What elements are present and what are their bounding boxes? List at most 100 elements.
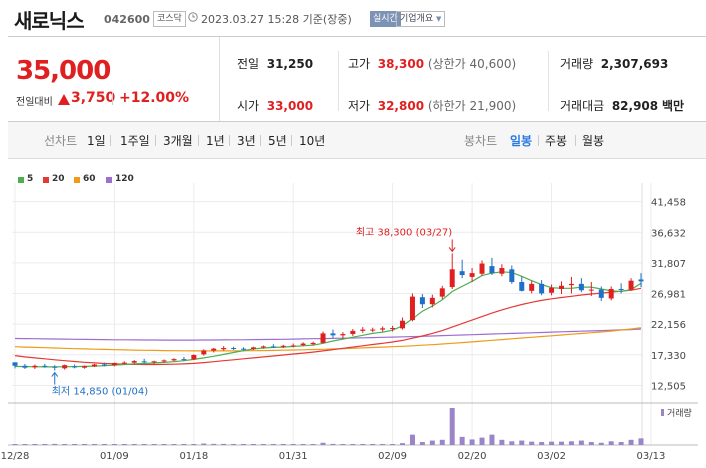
- candle-body: [131, 361, 137, 363]
- price-box: 35,000 전일대비 3,750 +12.00%: [8, 37, 220, 121]
- volume-bar: [419, 442, 425, 445]
- volume-bar: [52, 443, 58, 445]
- period-5y[interactable]: 5년: [268, 134, 287, 148]
- candle-body: [559, 285, 565, 289]
- candle-body: [449, 269, 455, 288]
- y-tick-label: 12,505: [651, 381, 686, 392]
- legend-swatch-60: [74, 177, 80, 183]
- volume-bar: [489, 434, 495, 445]
- candle-body: [191, 355, 197, 360]
- price-chart[interactable]: 41,458 36,632 31,807 26,981 22,156 17,330 12,5…: [0, 180, 706, 468]
- candle-body: [618, 288, 624, 290]
- volume-bar: [111, 444, 117, 445]
- y-tick-label: 17,330: [651, 351, 686, 362]
- y-tick-label: 31,807: [651, 259, 686, 270]
- volume-bar: [638, 438, 644, 445]
- candle-body: [52, 366, 58, 368]
- candle-body: [598, 289, 604, 298]
- volume-bar: [370, 444, 376, 445]
- stock-header: 새로닉스 042600 코스닥 2023.03.27 15:28 기준(장중) …: [0, 0, 706, 36]
- line-chart-label[interactable]: 선차트: [44, 134, 78, 148]
- candle-body: [241, 348, 247, 350]
- volume-bar: [608, 441, 614, 445]
- candle-body: [330, 333, 336, 336]
- lower-limit-value: 21,900: [469, 99, 512, 113]
- candle-body: [22, 365, 28, 368]
- legend-swatch-20: [43, 177, 49, 183]
- volume-bar: [270, 444, 276, 445]
- volume-bar: [449, 408, 455, 445]
- candle-body: [380, 328, 386, 330]
- candle-body: [549, 287, 555, 293]
- x-tick-label: 01/09: [100, 451, 129, 462]
- volume-bar: [400, 443, 406, 445]
- market-badge: 코스닥: [153, 11, 186, 27]
- high-value: 38,300: [377, 57, 425, 71]
- candle-body: [101, 364, 107, 366]
- company-info-label: 기업개요: [400, 14, 434, 24]
- period-1y[interactable]: 1년: [206, 134, 225, 148]
- stock-code: 042600: [104, 13, 150, 26]
- x-tick-label: 02/20: [458, 451, 487, 462]
- realtime-button[interactable]: 실시간: [370, 11, 401, 27]
- period-10y[interactable]: 10년: [299, 134, 326, 148]
- ma5-line: [14, 271, 642, 368]
- company-info-dropdown[interactable]: 기업개요 ▼: [396, 11, 446, 27]
- tab-monthly[interactable]: 월봉: [582, 134, 605, 148]
- volume-bar: [91, 444, 97, 445]
- divider: [338, 51, 339, 111]
- volume-bar: [290, 444, 296, 445]
- candle-body: [340, 334, 346, 336]
- candle-body: [250, 347, 256, 349]
- volume-bar: [201, 443, 207, 445]
- candle-body: [509, 269, 515, 282]
- legend-label-5: 5: [27, 174, 34, 184]
- divider: [538, 135, 539, 146]
- y-tick-label: 22,156: [651, 320, 686, 331]
- volume-legend-label: 거래량: [667, 407, 692, 419]
- divider: [229, 135, 230, 146]
- upper-limit-value: 40,600: [469, 57, 512, 71]
- candle-chart-label[interactable]: 봉차트: [464, 134, 498, 148]
- change-value: 3,750: [71, 90, 116, 106]
- candle-body: [628, 280, 634, 290]
- volume-bar: [241, 444, 247, 445]
- legend-label-20: 20: [52, 174, 65, 184]
- ma60-line: [14, 327, 642, 352]
- volume-bar: [350, 444, 356, 445]
- volume-bar: [101, 444, 107, 445]
- period-1d[interactable]: 1일: [87, 134, 106, 148]
- chart-toolbar: 선차트 1일 1주일 3개월 1년 3년 5년 10년 봉차트 일봉 주봉 월봉: [8, 122, 706, 159]
- period-1w[interactable]: 1주일: [120, 134, 150, 148]
- volume-bar: [390, 444, 396, 445]
- divider: [198, 135, 199, 146]
- volume-value: 2,307,693: [600, 57, 669, 71]
- candle-body: [171, 359, 177, 361]
- min-price-label: 최저 14,850 (01/04): [52, 386, 148, 398]
- high-price: 고가 38,300 (상한가 40,600): [348, 57, 517, 71]
- candle-body: [141, 361, 147, 363]
- volume-bar: [479, 437, 485, 445]
- tab-daily[interactable]: 일봉: [510, 134, 533, 148]
- up-arrow-icon: [58, 94, 70, 105]
- period-3m[interactable]: 3개월: [163, 134, 193, 148]
- candle-body: [231, 348, 237, 350]
- candle-body: [201, 350, 207, 355]
- candle-body: [161, 360, 167, 362]
- chevron-down-icon: ▼: [436, 15, 442, 23]
- low-value: 32,800: [377, 99, 425, 113]
- divider: [548, 51, 549, 111]
- candle-body: [350, 330, 356, 335]
- candle-body: [469, 273, 475, 277]
- lower-limit-label: (하한가: [427, 99, 466, 113]
- low-price: 저가 32,800 (하한가 21,900): [348, 99, 517, 113]
- high-label: 고가: [348, 57, 371, 71]
- legend-swatch-120: [106, 177, 112, 183]
- period-3y[interactable]: 3년: [237, 134, 256, 148]
- candle-body: [459, 271, 465, 275]
- tab-weekly[interactable]: 주봉: [545, 134, 568, 148]
- y-tick-label: 41,458: [651, 198, 686, 209]
- volume-bar: [181, 444, 187, 445]
- prev-close: 전일 31,250: [237, 55, 313, 72]
- candle-body: [12, 362, 18, 366]
